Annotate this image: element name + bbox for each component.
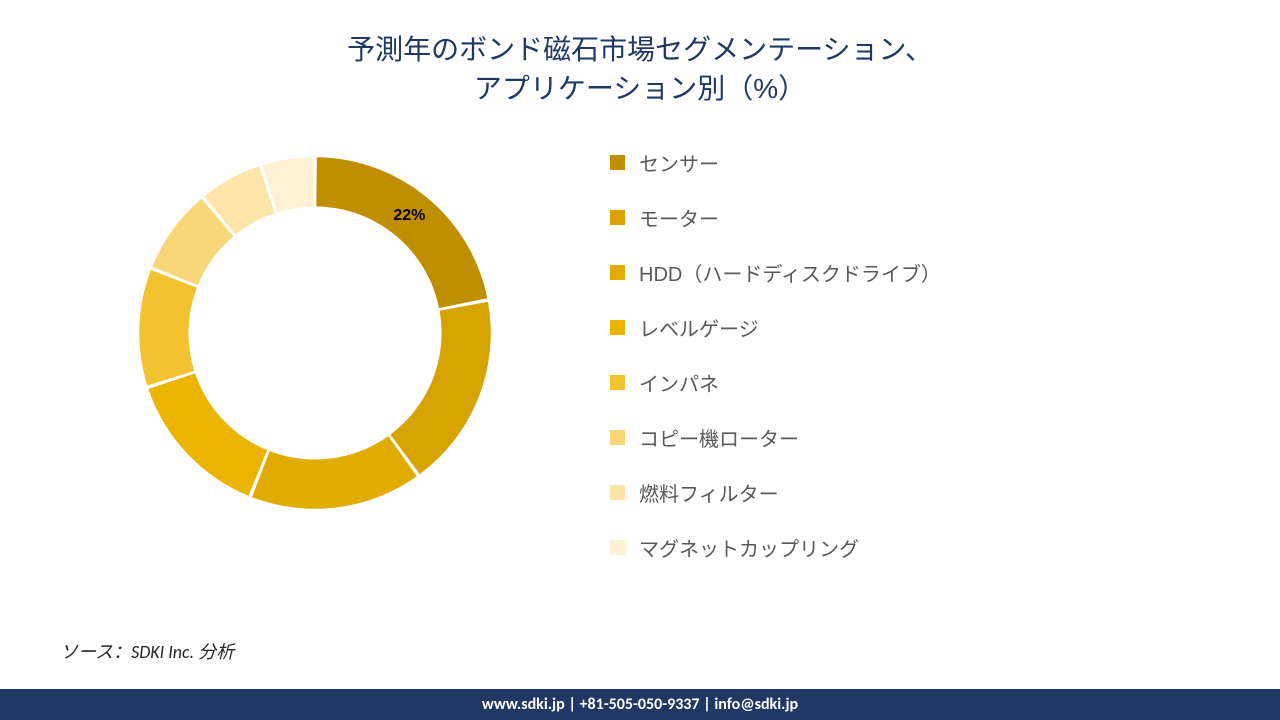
donut-svg [130,148,500,518]
legend-item: センサー [610,148,941,177]
source-attribution: ソース：SDKI Inc. 分析 [60,638,234,664]
legend-swatch [610,210,625,225]
footer-bar: www.sdki.jp | +81-505-050-9337 | info@sd… [0,689,1280,720]
legend-item: モーター [610,203,941,232]
legend-item: インパネ [610,368,941,397]
source-text: ソース：SDKI Inc. 分析 [60,641,234,663]
content-area: 22% センサーモーター HDD（ハードディスクドライブ） レベルゲージインパネコピ… [0,108,1280,588]
legend-swatch [610,485,625,500]
title-line-1: 予測年のボンド磁石市場セグメンテーション、 [0,30,1280,69]
footer-text: www.sdki.jp | +81-505-050-9337 | info@sd… [482,695,798,714]
legend-label: コピー機ローター [639,423,799,452]
legend-label: レベルゲージ [639,313,759,342]
legend-item: レベルゲージ [610,313,941,342]
chart-title: 予測年のボンド磁石市場セグメンテーション、 アプリケーション別（%） [0,0,1280,108]
legend-item: 燃料フィルター [610,478,941,507]
legend-swatch [610,320,625,335]
legend-item: HDD（ハードディスクドライブ） [610,258,941,287]
legend-swatch [610,155,625,170]
legend-swatch [610,265,625,280]
donut-slice [252,437,417,510]
legend-label: センサー [639,148,719,177]
donut-chart: 22% [80,128,560,568]
legend-label: インパネ [639,368,719,397]
donut-slice [139,270,197,386]
legend-label: モーター [639,203,719,232]
title-line-2: アプリケーション別（%） [0,69,1280,108]
legend-label: HDD（ハードディスクドライブ） [639,258,941,287]
legend-swatch [610,430,625,445]
legend-item: マグネットカップリング [610,533,941,562]
legend: センサーモーター HDD（ハードディスクドライブ） レベルゲージインパネコピー機ロー… [560,128,941,588]
legend-item: コピー機ローター [610,423,941,452]
donut-slice [390,302,490,474]
slice-pct-label: 22% [393,207,425,225]
donut-slice [148,374,267,496]
legend-swatch [610,540,625,555]
legend-swatch [610,375,625,390]
legend-label: マグネットカップリング [639,533,859,562]
legend-label: 燃料フィルター [639,478,779,507]
donut-slice [316,158,487,309]
